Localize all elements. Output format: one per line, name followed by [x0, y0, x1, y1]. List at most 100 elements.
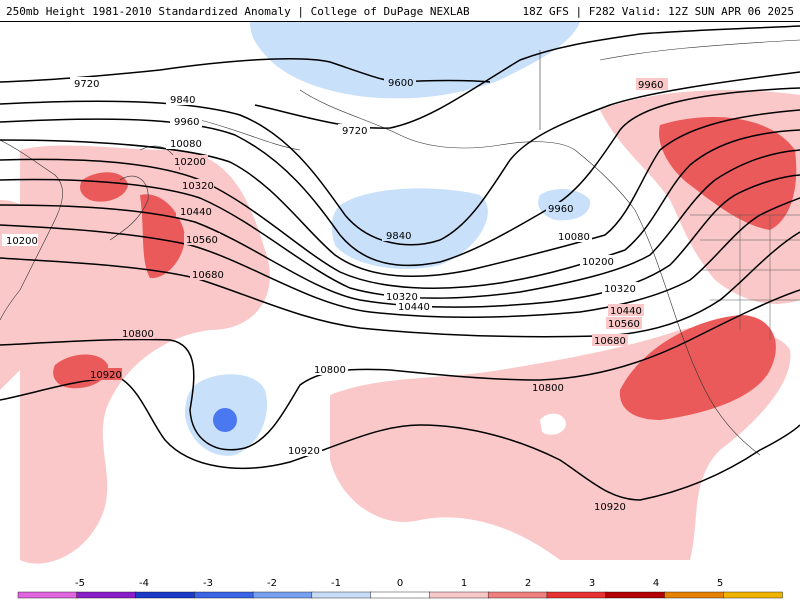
label-bg-22 [592, 334, 628, 346]
label-bg-4 [166, 93, 198, 105]
contour-10200 [0, 129, 800, 289]
colorbar-swatch [605, 591, 666, 599]
contour-10920 [0, 377, 800, 501]
strong-anomaly-northwest [659, 117, 797, 230]
colorbar-tick-label: -2 [267, 578, 277, 589]
strong-anomaly-southwest [619, 315, 776, 420]
contour-10320 [0, 149, 800, 299]
contour-10440 [0, 174, 800, 308]
run-info: 18Z GFS | F282 Valid: 12Z SUN APR 06 202… [522, 5, 794, 18]
label-10440-west: 10440 [180, 207, 212, 218]
label-bg-2 [384, 76, 416, 88]
label-9840-center: 9840 [386, 231, 411, 242]
colorbar-tick-label: 0 [397, 578, 403, 589]
label-9960-center: 9960 [548, 204, 573, 215]
label-bg-12 [190, 268, 226, 280]
colorbar-labels: -5 -4 -3 -2 -1 0 1 2 3 4 5 [75, 578, 723, 589]
colorbar-tick-label: 5 [717, 578, 723, 589]
label-10920-west: 10920 [90, 370, 122, 381]
label-bg-11 [184, 233, 220, 245]
label-bg-10 [176, 205, 212, 217]
label-10680-west: 10680 [192, 270, 224, 281]
label-bg-9 [178, 179, 214, 191]
colorbar: -5 -4 -3 -2 -1 0 1 2 3 4 5 [17, 578, 783, 599]
colorbar-tick-label: -4 [139, 578, 149, 589]
label-bg-18 [580, 255, 616, 267]
label-10560-west: 10560 [186, 235, 218, 246]
label-9960-east: 9960 [638, 80, 663, 91]
label-10320-west: 10320 [182, 181, 214, 192]
contour-10680 [0, 231, 800, 338]
negative-anomaly-island [540, 413, 566, 435]
label-10920-east: 10920 [594, 502, 626, 513]
positive-anomaly-west-pacific-2 [0, 200, 82, 390]
label-bg-14 [86, 368, 122, 380]
label-10800-east: 10800 [532, 383, 564, 394]
colorbar-tick-label: -5 [75, 578, 85, 589]
strong-anomaly-japan-2 [80, 172, 128, 202]
colorbar-swatch [546, 591, 607, 599]
contour-labels: 9720 9600 9720 9840 9960 10080 10200 102… [2, 76, 668, 513]
colorbar-swatch [17, 591, 78, 599]
colorbar-tick-label: -3 [203, 578, 213, 589]
label-10560-east: 10560 [608, 319, 640, 330]
label-10800-west: 10800 [122, 329, 154, 340]
strong-anomaly-japan [140, 194, 185, 279]
label-bg-21 [606, 317, 642, 329]
label-bg-27 [636, 78, 668, 90]
label-bg-6 [166, 137, 202, 149]
label-9960-west: 9960 [174, 117, 199, 128]
contour-10560 [0, 197, 800, 319]
colorbar-swatch [429, 591, 489, 599]
label-bg-25 [286, 444, 322, 456]
label-9720-east: 9720 [342, 126, 367, 137]
colorbar-swatches [17, 591, 783, 599]
label-9720-west: 9720 [74, 79, 99, 90]
label-10080-east: 10080 [558, 232, 590, 243]
label-bg-29 [608, 304, 644, 316]
label-bg-16 [546, 202, 578, 214]
colorbar-swatch [487, 591, 548, 599]
map-header: 250mb Height 1981-2010 Standardized Anom… [0, 0, 800, 22]
colorbar-tick-label: 4 [653, 578, 659, 589]
label-10080-west: 10080 [170, 139, 202, 150]
height-contours [0, 25, 800, 501]
anomaly-shading [0, 22, 800, 564]
colorbar-tick-label: 2 [525, 578, 531, 589]
label-bg-1 [70, 77, 102, 89]
alaska-coast [299, 89, 576, 151]
colorbar-tick-label: 3 [589, 578, 595, 589]
label-10200-west: 10200 [174, 157, 206, 168]
label-bg-15 [382, 229, 414, 241]
colorbar-swatch [194, 591, 254, 599]
colorbar-swatch [135, 591, 196, 599]
label-bg-24 [530, 381, 566, 393]
label-bg-20 [396, 300, 432, 312]
label-10200-east: 10200 [582, 257, 614, 268]
label-bg-26 [592, 500, 628, 512]
colorbar-swatch [664, 591, 724, 599]
canada-north [599, 39, 800, 61]
label-10680-east: 10680 [594, 336, 626, 347]
contour-10800 [0, 289, 800, 451]
bc-coast [574, 149, 761, 456]
label-10440-center: 10440 [398, 302, 430, 313]
colorbar-tick-label: 1 [461, 578, 467, 589]
label-10320-east: 10320 [604, 284, 636, 295]
label-bg-5 [170, 115, 202, 127]
colorbar-swatch [311, 591, 372, 599]
label-10200-far-west: 10200 [6, 236, 38, 247]
label-bg-13 [118, 327, 154, 339]
label-bg-8 [2, 234, 38, 246]
colorbar-swatch [76, 591, 137, 599]
label-bg-3 [338, 124, 370, 136]
colorbar-swatch [252, 591, 313, 599]
label-10440-east: 10440 [610, 306, 642, 317]
label-10320-center: 10320 [386, 292, 418, 303]
label-bg-7 [172, 155, 208, 167]
label-10800-center: 10800 [314, 365, 346, 376]
contour-9720-a [0, 58, 491, 83]
label-bg-17 [556, 230, 592, 242]
strong-negative-anomaly [213, 408, 237, 432]
state-borders [690, 214, 800, 340]
